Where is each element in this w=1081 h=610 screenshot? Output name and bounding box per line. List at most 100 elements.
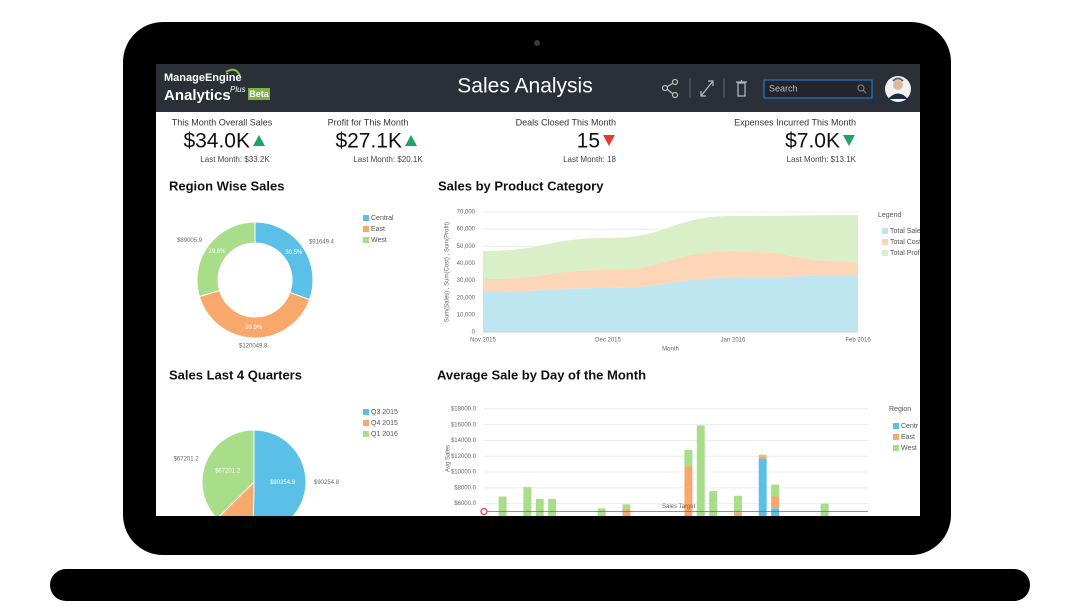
bar-segment bbox=[758, 454, 767, 457]
bar-segment bbox=[696, 425, 705, 516]
logo-plus: Plus bbox=[230, 85, 246, 94]
slice-value-label: $120049.8 bbox=[239, 344, 268, 350]
legend-swatch bbox=[363, 237, 369, 243]
legend-label: Q1 2016 bbox=[371, 431, 398, 438]
share-icon[interactable] bbox=[661, 78, 679, 99]
dashboard-title: Sales Analysis bbox=[457, 75, 592, 98]
y-tick-label: 40,000 bbox=[457, 261, 476, 267]
search-box[interactable] bbox=[763, 79, 873, 99]
x-axis-label: Month bbox=[662, 347, 679, 353]
kpi-trend-arrow bbox=[843, 135, 855, 146]
y-tick-label: $14000.0 bbox=[451, 438, 477, 444]
bar-segment bbox=[597, 508, 606, 516]
y-tick-label: 60,000 bbox=[457, 227, 476, 233]
expand-icon[interactable] bbox=[700, 80, 714, 97]
y-axis-label: Avg Sales bbox=[446, 445, 452, 472]
slice-inner-label: $67201.2 bbox=[215, 469, 241, 475]
dashboard: ManageEngine Analytics Plus Beta Sales A… bbox=[156, 64, 921, 516]
bar-segment bbox=[758, 456, 767, 459]
y-tick-label: 20,000 bbox=[457, 295, 476, 301]
kpi-value: $7.0K bbox=[785, 130, 840, 153]
legend-swatch bbox=[893, 434, 899, 440]
pie-slice bbox=[252, 429, 307, 516]
bar-segment bbox=[771, 508, 780, 516]
chart-title: Sales by Product Category bbox=[438, 178, 604, 193]
slice-value-label: $67201.2 bbox=[174, 457, 200, 463]
x-tick-label: Dec 2015 bbox=[595, 338, 621, 344]
target-marker bbox=[480, 507, 488, 516]
legend-swatch bbox=[882, 239, 888, 245]
y-tick-label: $8000.0 bbox=[454, 485, 476, 491]
kpi-last-month: Last Month: 18 bbox=[563, 155, 616, 164]
bar-segment bbox=[523, 487, 532, 516]
legend-label: Total Prof bbox=[890, 250, 920, 257]
pie-slice bbox=[201, 429, 255, 516]
legend-label: West bbox=[371, 237, 387, 244]
x-tick-label: Feb 2016 bbox=[845, 338, 871, 344]
kpi-trend-arrow bbox=[603, 135, 615, 146]
bar-segment bbox=[498, 496, 507, 516]
y-tick-label: 70,000 bbox=[457, 210, 476, 216]
delete-icon[interactable] bbox=[736, 80, 747, 97]
kpi-label: Expenses Incurred This Month bbox=[734, 117, 856, 127]
area-series bbox=[483, 275, 858, 332]
y-tick-label: 0 bbox=[472, 330, 476, 336]
bar-segment bbox=[771, 496, 780, 509]
bar-segment bbox=[758, 458, 767, 516]
y-tick-label: $12000.0 bbox=[451, 454, 477, 460]
legend-swatch bbox=[363, 215, 369, 221]
kpi-last-month: Last Month: $33.2K bbox=[200, 155, 270, 164]
kpi-value: $34.0K bbox=[183, 130, 250, 153]
chart-title: Sales Last 4 Quarters bbox=[169, 367, 302, 382]
logo-main: Analytics bbox=[164, 87, 231, 104]
bar-segment bbox=[622, 509, 631, 516]
legend-label: East bbox=[901, 434, 915, 441]
bar-segment bbox=[622, 504, 631, 510]
x-tick-label: Nov 2015 bbox=[470, 338, 496, 344]
legend-title: Legend bbox=[878, 212, 901, 219]
area-series bbox=[483, 215, 858, 280]
kpi-trend-arrow bbox=[253, 135, 265, 146]
bar-segment bbox=[771, 484, 780, 497]
y-tick-label: $18000.0 bbox=[451, 406, 477, 412]
kpi-label: This Month Overall Sales bbox=[172, 117, 273, 127]
legend-swatch bbox=[882, 228, 888, 234]
legend-label: West bbox=[901, 445, 917, 452]
search-placeholder: Search bbox=[769, 83, 798, 93]
y-axis-label: Sum(Sales) , Sum(Cost) , Sum(Profit) bbox=[445, 222, 451, 322]
y-tick-label: $16000.0 bbox=[451, 422, 477, 428]
slice-percent-label: 29.6% bbox=[208, 249, 226, 255]
bar-segment bbox=[820, 503, 829, 516]
bar-segment bbox=[684, 449, 693, 467]
search-icon bbox=[857, 84, 867, 94]
legend-swatch bbox=[363, 431, 369, 437]
chart-title: Region Wise Sales bbox=[169, 178, 284, 193]
laptop-base bbox=[50, 569, 1030, 601]
legend-swatch bbox=[882, 250, 888, 256]
y-tick-label: 50,000 bbox=[457, 244, 476, 250]
x-tick-label: Jan 2016 bbox=[721, 338, 746, 344]
legend-label: Total Sale bbox=[890, 228, 921, 235]
bar-segment bbox=[733, 512, 742, 516]
y-tick-label: $6000.0 bbox=[454, 501, 476, 507]
kpi-value: 15 bbox=[577, 130, 600, 153]
y-tick-label: 30,000 bbox=[457, 278, 476, 284]
slice-inner-label: $90254.8 bbox=[270, 480, 296, 486]
bar-segment bbox=[733, 495, 742, 513]
kpi-trend-arrow bbox=[405, 135, 417, 146]
y-tick-label: $10000.0 bbox=[451, 470, 477, 476]
logo-swoosh bbox=[225, 68, 241, 77]
user-avatar[interactable] bbox=[885, 76, 911, 102]
legend-title: Region bbox=[889, 406, 911, 413]
beta-badge bbox=[248, 88, 270, 100]
logo-top: ManageEngine bbox=[164, 72, 242, 84]
legend-label: East bbox=[371, 226, 385, 233]
legend-label: Total Cost bbox=[890, 239, 921, 246]
legend-swatch bbox=[893, 445, 899, 451]
legend-label: Q4 2015 bbox=[371, 420, 398, 427]
slice-percent-label: 39.9% bbox=[245, 325, 263, 331]
kpi-label: Profit for This Month bbox=[328, 117, 409, 127]
bar-segment bbox=[535, 498, 544, 516]
bar-segment bbox=[684, 466, 693, 516]
